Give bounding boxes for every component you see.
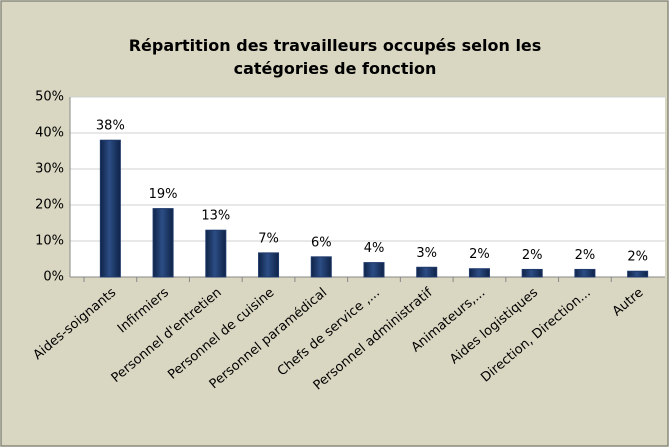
y-tick-label: 40% [35, 126, 64, 141]
data-label: 38% [96, 119, 125, 134]
y-tick-label: 10% [35, 234, 64, 249]
bar [416, 266, 438, 278]
bar [99, 139, 121, 278]
bar [258, 252, 280, 278]
data-label: 2% [575, 248, 596, 263]
bar [521, 268, 543, 278]
y-tick-label: 50% [35, 90, 64, 105]
data-label: 3% [416, 246, 437, 261]
data-label: 13% [201, 209, 230, 224]
data-label: 4% [364, 241, 385, 256]
data-label: 2% [627, 250, 648, 265]
bar [310, 256, 332, 278]
y-tick-label: 0% [43, 270, 64, 285]
data-label: 7% [258, 231, 279, 246]
y-tick-label: 30% [35, 162, 64, 177]
data-label: 6% [311, 235, 332, 250]
bar [468, 268, 490, 278]
bar [574, 268, 596, 278]
bar [205, 229, 227, 278]
bar [627, 270, 649, 278]
chart-title: Répartition des travailleurs occupés sel… [128, 36, 542, 78]
data-label: 2% [469, 247, 490, 262]
data-label: 2% [522, 248, 543, 263]
bar [152, 208, 174, 278]
data-label: 19% [149, 187, 178, 202]
y-tick-label: 20% [35, 198, 64, 213]
bar [363, 262, 385, 278]
